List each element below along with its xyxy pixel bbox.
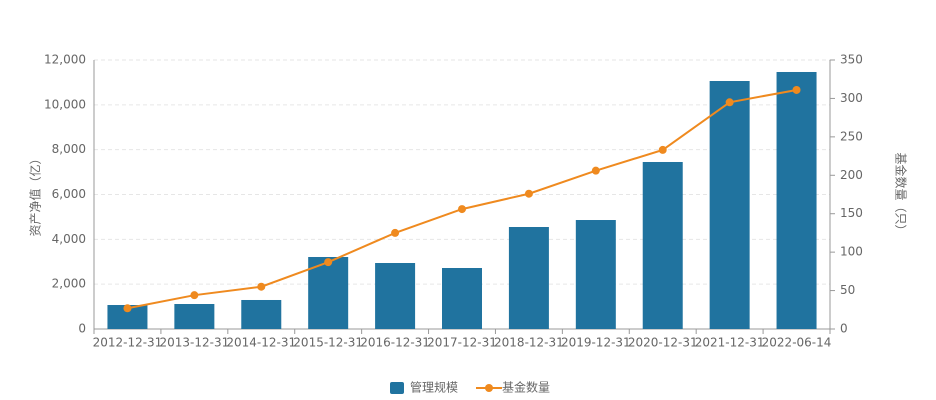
- y-axis-label: 资产净值（亿）: [28, 152, 43, 236]
- y2-tick-label: 250: [840, 129, 863, 143]
- y-tick-label: 10,000: [44, 97, 86, 111]
- point: [591, 166, 600, 175]
- x-tick-label: 2019-12-31: [561, 336, 631, 350]
- y2-tick-label: 150: [840, 206, 863, 220]
- bar: [642, 161, 683, 329]
- y2-tick-label: 100: [840, 245, 863, 259]
- point: [658, 145, 667, 154]
- point: [123, 304, 132, 313]
- point: [524, 189, 533, 198]
- point: [458, 205, 466, 214]
- x-tick-label: 2022-06-14: [762, 336, 832, 350]
- y-tick-label: 12,000: [44, 53, 86, 67]
- bar: [575, 220, 616, 329]
- y-tick-label: 6,000: [52, 187, 86, 201]
- point: [257, 282, 266, 291]
- y2-tick-label: 50: [840, 283, 855, 297]
- y-tick-label: 0: [78, 322, 86, 336]
- point: [792, 85, 801, 94]
- point: [391, 228, 400, 237]
- bar: [241, 299, 282, 329]
- bar: [709, 81, 750, 329]
- bar: [308, 256, 349, 329]
- x-tick-label: 2014-12-31: [226, 336, 296, 350]
- point: [190, 291, 199, 300]
- y2-tick-label: 0: [840, 322, 848, 336]
- legend-swatch[interactable]: [485, 384, 493, 392]
- legend-swatch[interactable]: [390, 382, 404, 394]
- point: [324, 258, 333, 267]
- x-tick-label: 2020-12-31: [628, 336, 698, 350]
- y-tick-label: 8,000: [52, 142, 86, 156]
- x-tick-label: 2017-12-31: [427, 336, 497, 350]
- x-tick-label: 2015-12-31: [293, 336, 363, 350]
- bar: [508, 227, 549, 329]
- legend-label[interactable]: 基金数量: [502, 380, 550, 395]
- x-tick-label: 2013-12-31: [159, 336, 229, 350]
- y2-axis-label: 基金数量（只）: [894, 152, 909, 236]
- x-tick-label: 2018-12-31: [494, 336, 564, 350]
- bar: [442, 268, 482, 329]
- y-tick-label: 4,000: [52, 232, 86, 246]
- legend-label[interactable]: 管理规模: [410, 380, 458, 395]
- x-tick-label: 2016-12-31: [360, 336, 430, 350]
- x-tick-label: 2012-12-31: [93, 336, 163, 350]
- bar: [174, 304, 215, 329]
- y-tick-label: 2,000: [52, 277, 86, 291]
- y2-tick-label: 350: [840, 53, 863, 67]
- x-tick-label: 2021-12-31: [695, 336, 765, 350]
- bar: [776, 71, 817, 329]
- bar: [107, 305, 148, 329]
- bar: [375, 263, 416, 329]
- y2-tick-label: 200: [840, 168, 863, 182]
- y2-tick-label: 300: [840, 91, 863, 105]
- point: [725, 98, 734, 107]
